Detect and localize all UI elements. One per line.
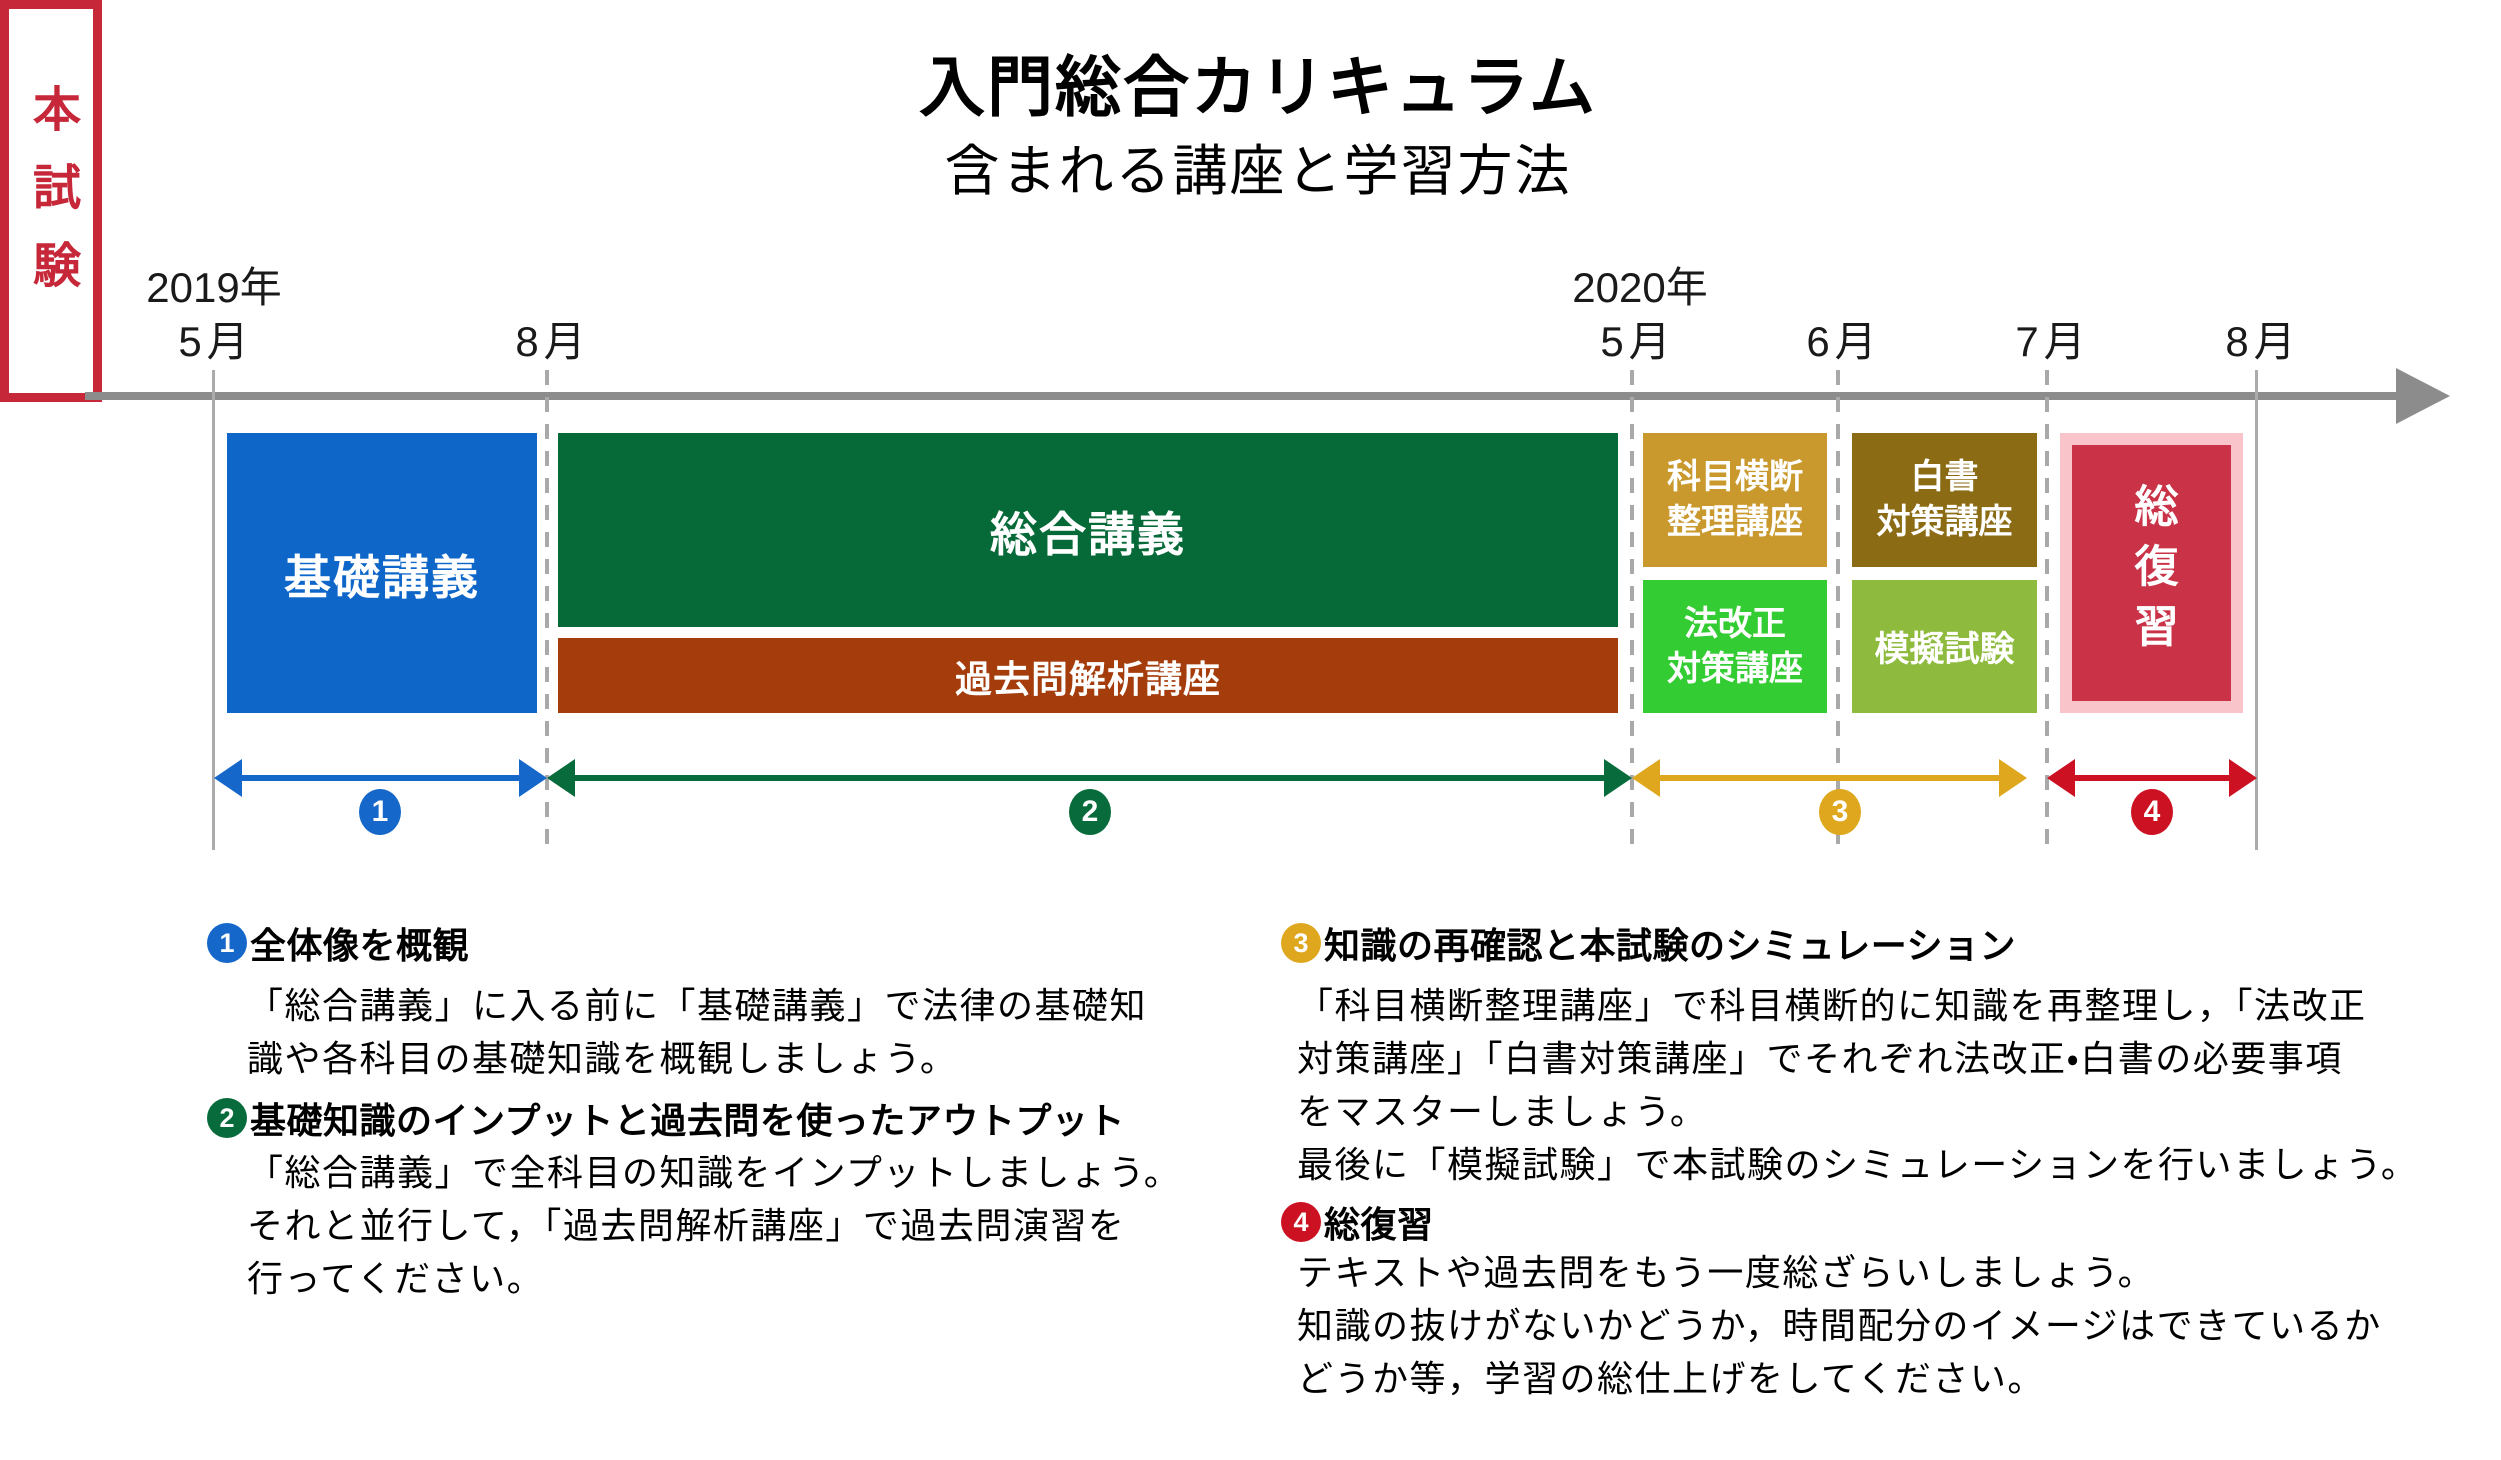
phase2-arrow <box>571 775 1608 781</box>
tick-2019-08 <box>545 370 549 850</box>
month-label-2020-06: 6月 <box>1806 318 1882 365</box>
note3-heading-text: 知識の再確認と本試験のシミュレーション <box>1324 925 2017 966</box>
phase4-arrowhead-right-icon <box>2229 759 2257 797</box>
note1-body: 「総合講義」に入る前に「基礎講義」で法律の基礎知 識や各科目の基礎知識を概観しま… <box>247 985 1148 1079</box>
tick-2019-05 <box>212 370 215 850</box>
note2-heading: 2 基礎知識のインプットと過去問を使ったアウトプット <box>207 1092 1125 1144</box>
note3-number-badge: 3 <box>1281 923 1321 963</box>
phase1-arrowhead-right-icon <box>519 759 547 797</box>
phase4-arrow <box>2071 775 2233 781</box>
block-main-exam: 本試験 <box>0 0 102 402</box>
timeline-axis <box>85 392 2401 400</box>
month-label-2019-05: 5月 <box>178 318 254 365</box>
phase4-number-badge: 4 <box>2131 789 2173 835</box>
month-label-2019-08: 8月 <box>515 318 591 365</box>
block-cross-subject-course: 科目横断 整理講座 <box>1643 433 1827 567</box>
page-subtitle: 含まれる講座と学習方法 <box>944 140 1572 202</box>
tick-2020-07 <box>2045 370 2049 850</box>
month-label-2020-07: 7月 <box>2015 318 2091 365</box>
tick-2020-05 <box>1630 370 1634 850</box>
note2-number-badge: 2 <box>207 1098 247 1138</box>
year-label-2020: 2020年 <box>1572 264 1708 311</box>
block-past-exam-course: 過去問解析講座 <box>558 638 1618 713</box>
phase1-number-badge: 1 <box>359 789 401 835</box>
phase1-arrow <box>238 775 523 781</box>
note4-heading-text: 総復習 <box>1324 1204 1434 1245</box>
note1-heading: 1 全体像を概観 <box>207 917 469 969</box>
phase2-number-badge: 2 <box>1069 789 1111 835</box>
timeline-arrowhead-icon <box>2396 368 2450 424</box>
block-final-review-label: 総復習 <box>2072 445 2231 701</box>
phase3-arrow <box>1656 775 2023 781</box>
block-whitepaper-course: 白書 対策講座 <box>1852 433 2037 567</box>
note1-number-badge: 1 <box>207 923 247 963</box>
year-label-2019: 2019年 <box>146 264 282 311</box>
tick-2020-08 <box>2255 370 2258 850</box>
note4-number-badge: 4 <box>1281 1202 1321 1242</box>
month-label-2020-08: 8月 <box>2225 318 2301 365</box>
note4-body: テキストや過去問をもう一度総ざらいしましょう。 知識の抜けがないかどうか，時間配… <box>1297 1252 2382 1399</box>
phase3-arrowhead-right-icon <box>1999 759 2027 797</box>
note3-heading: 3 知識の再確認と本試験のシミュレーション <box>1281 917 2016 969</box>
block-law-revision-course: 法改正 対策講座 <box>1643 580 1827 713</box>
note2-body: 「総合講義」で全科目の知識をインプットしましょう。 それと並行して，「過去問解析… <box>247 1152 1182 1299</box>
note1-heading-text: 全体像を概観 <box>250 925 470 966</box>
block-final-review: 総復習 <box>2060 433 2243 713</box>
page-title: 入門総合カリキュラム <box>918 50 1598 124</box>
phase3-arrowhead-left-icon <box>1632 759 1660 797</box>
phase2-arrowhead-right-icon <box>1604 759 1632 797</box>
phase1-arrowhead-left-icon <box>214 759 242 797</box>
phase4-arrowhead-left-icon <box>2047 759 2075 797</box>
note2-heading-text: 基礎知識のインプットと過去問を使ったアウトプット <box>250 1100 1125 1141</box>
note4-heading: 4 総復習 <box>1281 1196 1434 1248</box>
block-basic-lecture: 基礎講義 <box>227 433 537 713</box>
tick-2020-06 <box>1836 370 1840 850</box>
note3-body: 「科目横断整理講座」で科目横断的に知識を再整理し，「法改正 対策講座」「白書対策… <box>1297 985 2419 1185</box>
phase2-arrowhead-left-icon <box>547 759 575 797</box>
block-comprehensive-lecture: 総合講義 <box>558 433 1618 627</box>
block-mock-exam: 模擬試験 <box>1852 580 2037 713</box>
phase3-number-badge: 3 <box>1819 789 1861 835</box>
month-label-2020-05: 5月 <box>1600 318 1676 365</box>
